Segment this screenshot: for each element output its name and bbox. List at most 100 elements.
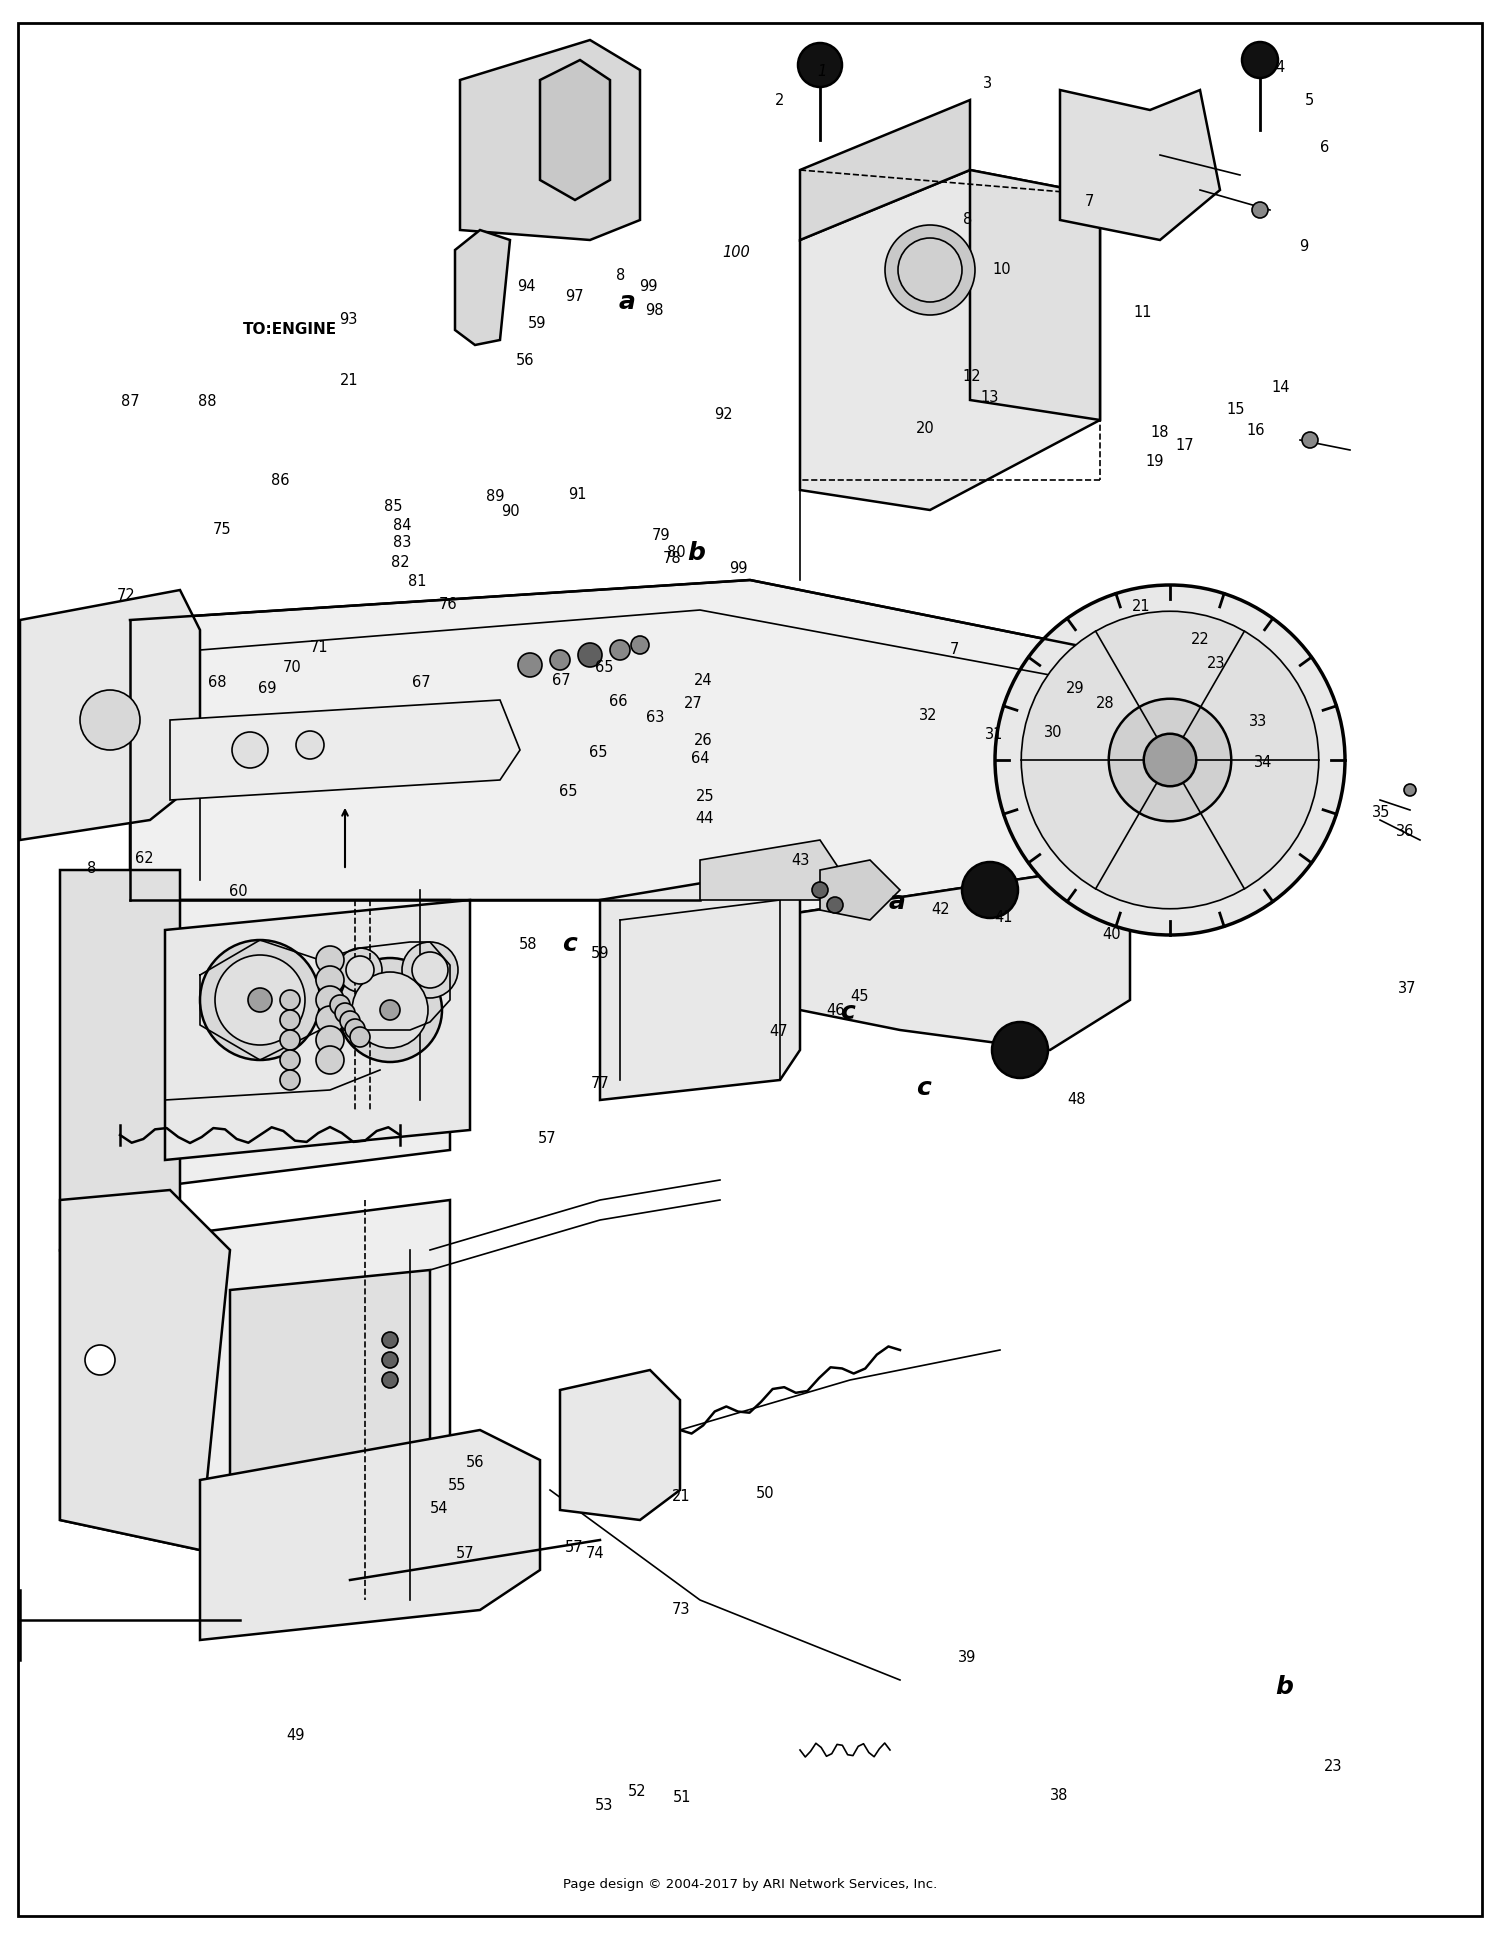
Circle shape [200, 940, 320, 1061]
Circle shape [334, 1002, 356, 1024]
Circle shape [338, 958, 442, 1063]
Circle shape [382, 1373, 398, 1388]
Circle shape [280, 1051, 300, 1070]
Polygon shape [230, 1270, 430, 1501]
Polygon shape [540, 60, 610, 200]
Text: 4: 4 [1275, 60, 1284, 76]
Text: 74: 74 [586, 1545, 604, 1561]
Polygon shape [800, 171, 1100, 510]
Text: 43: 43 [792, 853, 810, 869]
Text: 65: 65 [596, 659, 613, 675]
Text: 99: 99 [639, 279, 657, 295]
Text: 71: 71 [310, 640, 328, 655]
Polygon shape [750, 871, 1130, 1051]
Text: 45: 45 [850, 989, 868, 1004]
Text: 38: 38 [1050, 1788, 1068, 1803]
Text: 18: 18 [1150, 425, 1168, 440]
Text: 67: 67 [552, 673, 570, 688]
Circle shape [316, 946, 344, 973]
Text: c: c [840, 1001, 855, 1024]
Text: 63: 63 [646, 710, 664, 725]
Circle shape [1242, 43, 1278, 78]
Circle shape [346, 956, 374, 983]
Text: 58: 58 [519, 937, 537, 952]
Circle shape [885, 225, 975, 314]
Text: 14: 14 [1272, 380, 1290, 396]
Text: 53: 53 [596, 1797, 613, 1813]
Text: 56: 56 [466, 1454, 484, 1470]
Polygon shape [60, 1191, 229, 1549]
Polygon shape [170, 700, 520, 801]
Circle shape [994, 586, 1346, 935]
Circle shape [316, 1006, 344, 1033]
Text: 88: 88 [198, 394, 216, 409]
Text: 48: 48 [1068, 1092, 1086, 1107]
Circle shape [550, 650, 570, 671]
Polygon shape [560, 1371, 680, 1520]
Text: 11: 11 [1134, 304, 1152, 320]
Text: 64: 64 [692, 750, 709, 766]
Text: 30: 30 [1044, 725, 1062, 741]
Circle shape [316, 966, 344, 995]
Text: 49: 49 [286, 1728, 304, 1743]
Text: 52: 52 [628, 1784, 646, 1799]
Circle shape [898, 238, 962, 302]
Circle shape [248, 989, 272, 1012]
Text: 72: 72 [117, 588, 135, 603]
Circle shape [352, 971, 428, 1047]
Text: 9: 9 [1299, 238, 1308, 254]
Polygon shape [600, 871, 800, 1099]
Text: 46: 46 [827, 1002, 844, 1018]
Circle shape [812, 882, 828, 898]
Text: 2: 2 [776, 93, 784, 109]
Text: 59: 59 [528, 316, 546, 332]
Text: 83: 83 [393, 535, 411, 551]
Circle shape [232, 733, 268, 768]
Text: 32: 32 [920, 708, 938, 723]
Text: 84: 84 [393, 518, 411, 533]
Text: 89: 89 [486, 489, 504, 504]
Text: c: c [562, 933, 578, 956]
Text: 8: 8 [616, 268, 626, 283]
Text: 22: 22 [1191, 632, 1209, 648]
Circle shape [610, 640, 630, 659]
Polygon shape [130, 900, 450, 1191]
Text: 13: 13 [981, 390, 999, 405]
Text: 31: 31 [986, 727, 1004, 743]
Text: 68: 68 [209, 675, 226, 690]
Text: 94: 94 [518, 279, 536, 295]
Text: 39: 39 [958, 1650, 976, 1666]
Text: ARI: ARI [598, 799, 812, 907]
Text: 34: 34 [1254, 754, 1272, 770]
Text: 91: 91 [568, 487, 586, 502]
Text: 65: 65 [560, 783, 578, 799]
Text: 26: 26 [694, 733, 712, 748]
Circle shape [280, 1030, 300, 1051]
Polygon shape [1060, 89, 1220, 240]
Text: 65: 65 [590, 745, 608, 760]
Text: 62: 62 [135, 851, 153, 867]
Text: 57: 57 [566, 1540, 584, 1555]
Circle shape [1108, 698, 1232, 822]
Text: 42: 42 [932, 902, 950, 917]
Circle shape [1022, 611, 1318, 909]
Text: 28: 28 [1096, 696, 1114, 712]
Text: 87: 87 [122, 394, 140, 409]
Circle shape [316, 1026, 344, 1055]
Text: 59: 59 [591, 946, 609, 962]
Circle shape [578, 644, 602, 667]
Text: 17: 17 [1176, 438, 1194, 454]
Text: 7: 7 [1084, 194, 1094, 209]
Text: 3: 3 [982, 76, 992, 91]
Text: 50: 50 [756, 1485, 774, 1501]
Circle shape [280, 1070, 300, 1090]
Text: a: a [618, 291, 636, 314]
Text: b: b [1275, 1675, 1293, 1699]
Text: 75: 75 [213, 522, 231, 537]
Text: 97: 97 [566, 289, 584, 304]
Text: b: b [687, 541, 705, 564]
Circle shape [80, 690, 140, 750]
Polygon shape [200, 1429, 540, 1640]
Circle shape [280, 991, 300, 1010]
Text: 10: 10 [993, 262, 1011, 277]
